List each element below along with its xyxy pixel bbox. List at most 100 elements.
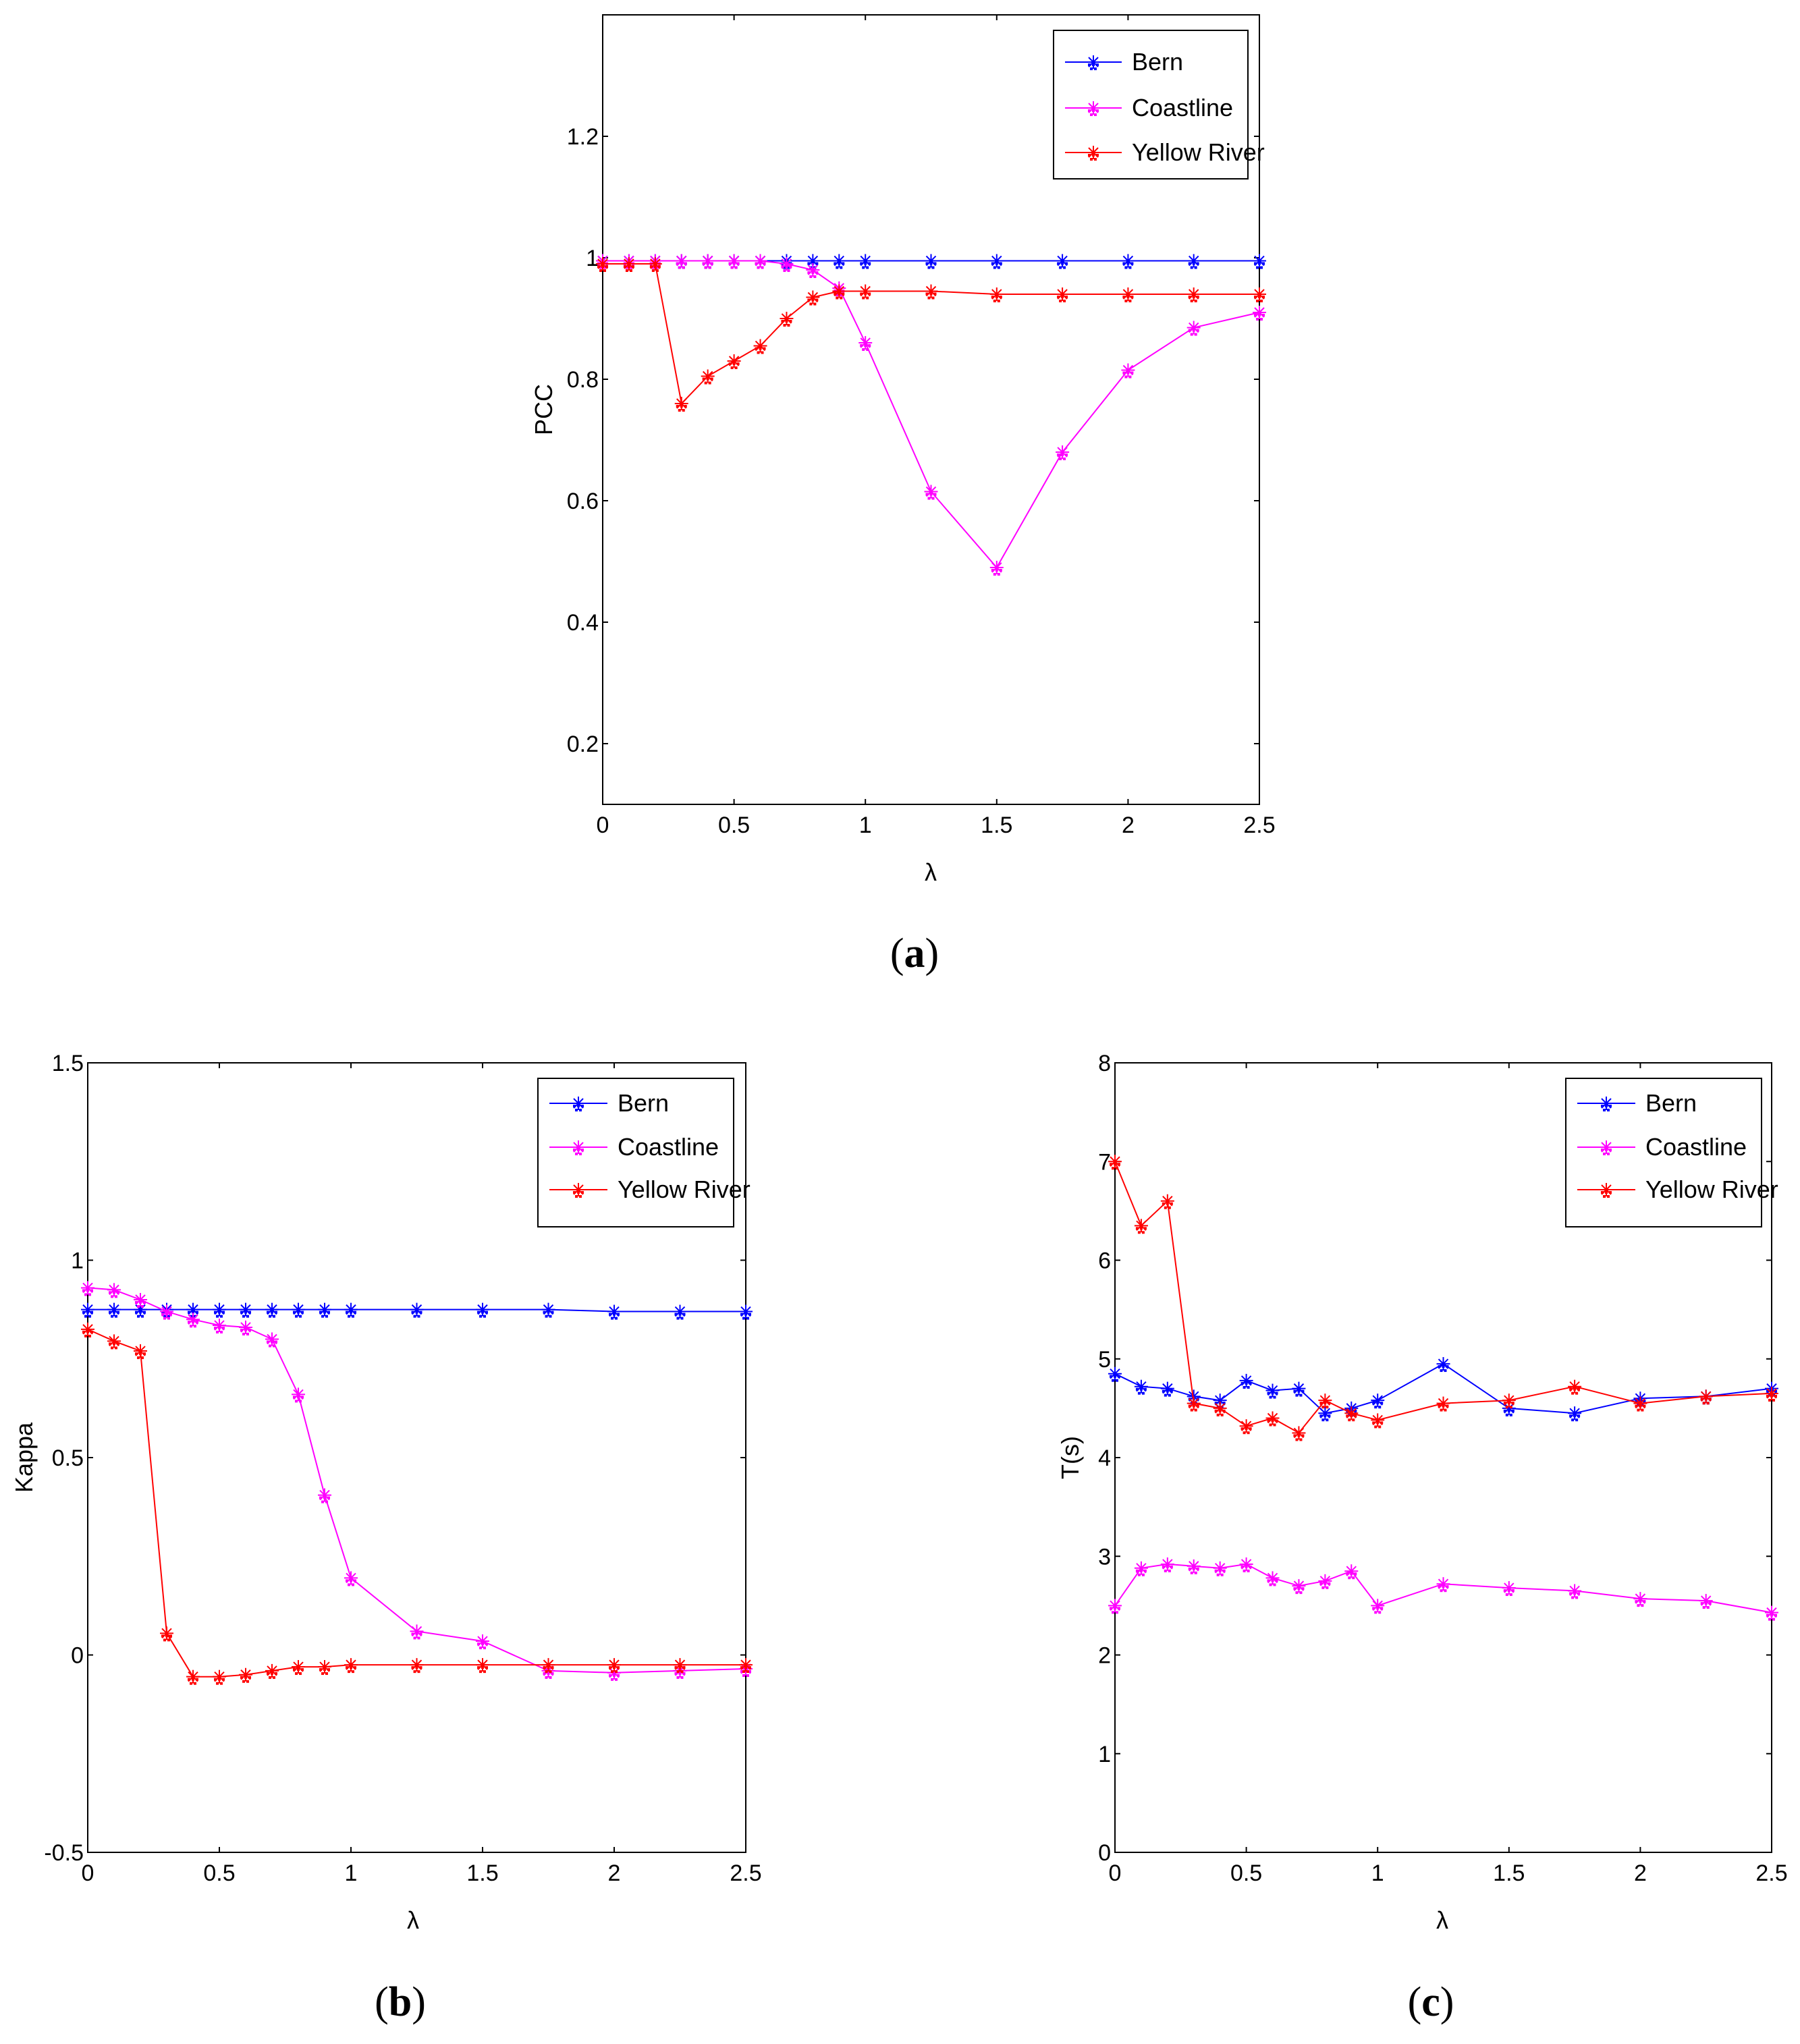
chart-c-point-yellow-river (1436, 1396, 1450, 1412)
legend-marker-glyph (1600, 1183, 1613, 1198)
chart-c-legend-bern: Bern (1645, 1089, 1697, 1117)
chart-c-point-bern (1318, 1406, 1332, 1422)
chart-b-point-bern (410, 1302, 424, 1318)
chart-b-point-bern (81, 1302, 94, 1318)
chart-c-point-bern (1502, 1401, 1516, 1416)
chart-a: 0 0.5 1 1.5 2 2.5 0.2 0.4 0.6 0.8 1 1.2 λ PCC Bern … (530, 14, 1276, 976)
chart-b-point-bern (239, 1302, 252, 1318)
chart-b-caption: (b) (375, 1979, 426, 2025)
chart-c-point-bern (1265, 1383, 1280, 1399)
legend-marker-glyph (1600, 1140, 1613, 1155)
chart-b-point-coastline (107, 1283, 121, 1298)
chart-c-point-coastline (1187, 1559, 1201, 1574)
chart-c-point-yellow-river (1239, 1419, 1253, 1435)
chart-a-point-coastline (924, 485, 938, 500)
chart-a-point-coastline (701, 254, 715, 269)
chart-c-point-yellow-river (1765, 1386, 1778, 1402)
chart-a-point-yellow-river (1253, 287, 1266, 302)
chart-c: 0 0.5 1 1.5 2 2.5 0 1 2 3 4 5 6 7 8 λ T(s) Bern Coastl… (1056, 1051, 1788, 2025)
chart-c-xtick-label: 1 (1371, 1860, 1384, 1886)
chart-b-point-coastline (239, 1320, 252, 1335)
chart-c-point-yellow-river (1160, 1194, 1174, 1209)
chart-c-ytick-label: 7 (1098, 1149, 1111, 1175)
chart-b-point-yellow-river (160, 1626, 173, 1642)
chart-c-point-coastline (1292, 1579, 1306, 1595)
chart-b-point-bern (607, 1304, 621, 1320)
chart-c-point-coastline (1568, 1584, 1582, 1599)
chart-c-point-bern (1436, 1357, 1450, 1373)
chart-c-point-coastline (1765, 1605, 1778, 1621)
chart-b-point-coastline (476, 1634, 489, 1650)
chart-a-point-yellow-river (832, 284, 846, 300)
chart-a-point-coastline (1187, 321, 1201, 336)
chart-b-ytick-label: 0.5 (52, 1445, 84, 1471)
chart-c-point-coastline (1265, 1571, 1280, 1586)
chart-b-point-yellow-river (134, 1344, 147, 1360)
chart-b-point-bern (265, 1302, 279, 1318)
chart-a-ytick-label: 0.2 (567, 731, 599, 757)
chart-b: 0 0.5 1 1.5 2 2.5-0.500.511.5 λ Kappa Bern Co… (10, 1051, 762, 2025)
chart-a-point-yellow-river (989, 287, 1004, 302)
chart-b-xtick-label: 0.5 (203, 1860, 235, 1886)
chart-c-point-yellow-river (1213, 1401, 1227, 1416)
chart-a-legend-bern: Bern (1132, 48, 1183, 76)
chart-c-point-coastline (1344, 1564, 1359, 1580)
chart-a-point-yellow-river (753, 339, 767, 354)
chart-a-point-bern (924, 254, 938, 269)
chart-c-point-yellow-river (1568, 1379, 1582, 1395)
chart-c-point-coastline (1318, 1574, 1332, 1589)
chart-b-point-coastline (134, 1293, 147, 1308)
chart-b-point-yellow-river (81, 1322, 94, 1337)
chart-c-ytick-label: 4 (1098, 1445, 1111, 1471)
chart-c-point-coastline (1213, 1561, 1227, 1576)
chart-a-legend-coastline: Coastline (1132, 94, 1233, 121)
chart-c-ylabel: T(s) (1056, 1436, 1084, 1479)
chart-b-xtick-label: 0 (82, 1860, 94, 1886)
chart-b-point-yellow-river (318, 1660, 331, 1676)
chart-b-point-coastline (292, 1387, 305, 1403)
chart-b-point-yellow-river (410, 1658, 424, 1674)
chart-b-point-yellow-river (213, 1669, 226, 1685)
chart-b-ytick-label: 1 (71, 1248, 84, 1274)
chart-b-point-coastline (265, 1332, 279, 1348)
chart-a-point-yellow-river (806, 290, 820, 306)
chart-b-point-yellow-river (239, 1667, 252, 1683)
chart-b-point-yellow-river (265, 1663, 279, 1679)
chart-a-point-bern (858, 254, 873, 269)
chart-c-legend: Bern Coastline Yellow River (1565, 1078, 1778, 1227)
chart-a-ytick-label: 0.4 (567, 610, 599, 636)
chart-c-point-coastline (1633, 1592, 1647, 1607)
chart-c-caption-letter: c (1421, 1979, 1440, 2025)
chart-c-point-yellow-river (1318, 1393, 1332, 1409)
chart-b-point-coastline (213, 1319, 226, 1334)
chart-a-point-yellow-river (648, 257, 662, 272)
chart-b-point-yellow-river (107, 1334, 121, 1350)
chart-c-xlabel: λ (1436, 1906, 1448, 1934)
chart-b-point-bern (344, 1302, 358, 1318)
chart-b-point-coastline (160, 1304, 173, 1320)
chart-c-point-bern (1239, 1373, 1253, 1389)
chart-a-point-coastline (780, 257, 794, 272)
chart-c-legend-yellow-river: Yellow River (1645, 1176, 1778, 1203)
chart-a-xtick-label: 2 (1122, 812, 1135, 838)
chart-a-legend-marker-coastline (1087, 101, 1100, 116)
chart-c-ytick-label: 3 (1098, 1544, 1111, 1570)
chart-a-xtick-label: 0.5 (718, 812, 750, 838)
chart-a-ytick-label: 1.2 (567, 124, 599, 150)
chart-b-point-yellow-river (186, 1669, 200, 1685)
chart-b-point-bern (739, 1304, 753, 1320)
chart-a-point-yellow-river (924, 284, 938, 300)
chart-c-point-yellow-river (1187, 1396, 1201, 1412)
chart-c-axes: 0 0.5 1 1.5 2 2.5 0 1 2 3 4 5 6 7 8 (1098, 1051, 1788, 1886)
chart-b-point-yellow-river (344, 1658, 358, 1674)
chart-c-legend-marker-yellow-river (1600, 1183, 1613, 1198)
chart-b-ytick-label: 1.5 (52, 1051, 84, 1076)
chart-a-legend-marker-bern (1087, 55, 1100, 70)
chart-c-series (1108, 1155, 1778, 1621)
chart-a-series (596, 254, 1266, 576)
chart-a-point-bern (1187, 254, 1201, 269)
chart-b-point-yellow-river (292, 1660, 305, 1676)
chart-a-point-yellow-river (622, 257, 636, 272)
chart-a-legend: Bern Coastline Yellow River (1053, 30, 1265, 179)
